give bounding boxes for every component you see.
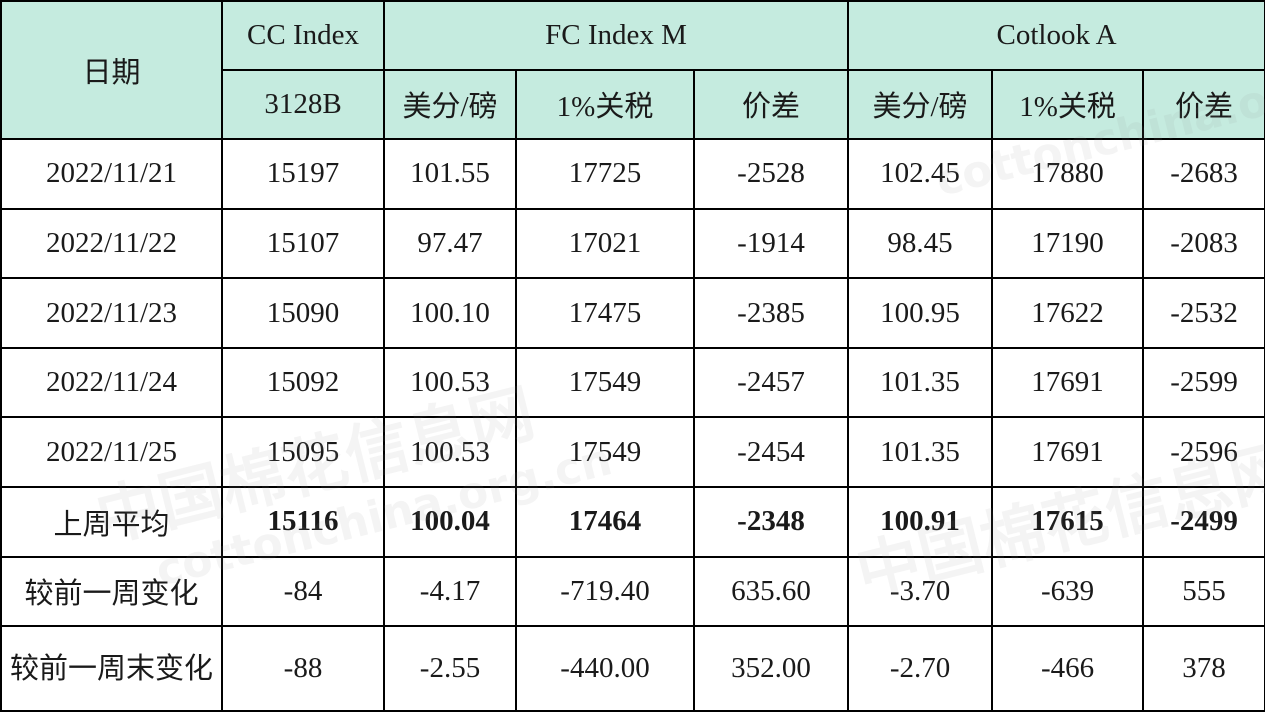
cell-ca-tariff: 17880 [991, 138, 1145, 210]
cell-fc-cents: 100.04 [383, 486, 517, 558]
cell-cc: 15116 [221, 486, 385, 558]
row-label-wow: 较前一周变化 [0, 555, 223, 628]
cell-ca-cents: 100.95 [847, 277, 994, 349]
cell-fc-spread: -1914 [692, 207, 850, 280]
cell-ca-cents: -3.70 [847, 555, 994, 628]
cell-fc-tariff: -719.40 [515, 555, 695, 628]
cell-ca-spread: -2596 [1142, 416, 1265, 489]
cell-fc-tariff: 17475 [515, 277, 695, 349]
table-row: 2022/11/21 15197 101.55 17725 -2528 102.… [0, 138, 1265, 210]
cell-fc-spread: -2457 [692, 346, 850, 419]
cell-ca-spread: -2599 [1142, 346, 1265, 419]
cell-fc-cents: 97.47 [383, 207, 517, 280]
cell-cc: -84 [221, 555, 385, 628]
row-label-week-end: 较前一周末变化 [0, 625, 223, 712]
header-ca-spread: 价差 [1142, 68, 1265, 141]
cell-ca-tariff: 17691 [991, 346, 1145, 419]
cell-fc-spread: -2528 [692, 138, 850, 210]
cell-fc-cents: -2.55 [383, 625, 517, 712]
cell-cc: 15197 [221, 138, 385, 210]
cell-ca-cents: 100.91 [847, 486, 994, 558]
header-ca-tariff: 1%关税 [991, 68, 1145, 141]
cell-ca-cents: -2.70 [847, 625, 994, 712]
cell-cc: -88 [221, 625, 385, 712]
cell-fc-tariff: 17725 [515, 138, 695, 210]
cell-ca-spread: 378 [1142, 625, 1265, 712]
cell-fc-spread: -2385 [692, 277, 850, 349]
cell-fc-tariff: 17021 [515, 207, 695, 280]
cell-cc: 15107 [221, 207, 385, 280]
cell-fc-spread: 352.00 [692, 625, 850, 712]
cell-fc-tariff: 17549 [515, 416, 695, 489]
cell-cc: 15092 [221, 346, 385, 419]
cell-fc-cents: 101.55 [383, 138, 517, 210]
cell-fc-spread: -2454 [692, 416, 850, 489]
weekly-average-row: 上周平均 15116 100.04 17464 -2348 100.91 176… [0, 486, 1265, 558]
header-fc-index: FC Index M [382, 0, 850, 71]
cell-fc-cents: 100.53 [383, 346, 517, 419]
header-fc-tariff: 1%关税 [515, 68, 695, 141]
cell-fc-spread: -2348 [692, 486, 850, 558]
cell-fc-tariff: 17549 [515, 346, 695, 419]
cell-fc-tariff: 17464 [515, 486, 695, 558]
cell-fc-cents: 100.53 [383, 416, 517, 489]
header-fc-spread: 价差 [692, 68, 850, 141]
header-cc-index: CC Index [221, 0, 385, 71]
cell-ca-tariff: 17622 [991, 277, 1145, 349]
cell-ca-tariff: -466 [991, 625, 1145, 712]
week-over-week-row: 较前一周变化 -84 -4.17 -719.40 635.60 -3.70 -6… [0, 555, 1265, 628]
cell-ca-cents: 102.45 [847, 138, 994, 210]
cell-date: 2022/11/25 [0, 416, 223, 489]
table-row: 2022/11/23 15090 100.10 17475 -2385 100.… [0, 277, 1265, 349]
cell-date: 2022/11/22 [0, 207, 223, 280]
cell-ca-spread: -2532 [1142, 277, 1265, 349]
cell-date: 2022/11/23 [0, 277, 223, 349]
table-row: 2022/11/24 15092 100.53 17549 -2457 101.… [0, 346, 1265, 419]
cell-ca-tariff: 17691 [991, 416, 1145, 489]
cell-ca-cents: 101.35 [847, 346, 994, 419]
header-ca-cents: 美分/磅 [847, 68, 994, 141]
cell-ca-spread: -2499 [1142, 486, 1265, 558]
table-row: 2022/11/22 15107 97.47 17021 -1914 98.45… [0, 207, 1265, 280]
cell-fc-cents: 100.10 [383, 277, 517, 349]
cell-fc-spread: 635.60 [692, 555, 850, 628]
header-cotlook: Cotlook A [847, 0, 1265, 71]
cell-ca-spread: -2683 [1142, 138, 1265, 210]
cell-fc-tariff: -440.00 [515, 625, 695, 712]
cell-ca-tariff: -639 [991, 555, 1145, 628]
header-fc-cents: 美分/磅 [383, 68, 517, 141]
cell-ca-spread: 555 [1142, 555, 1265, 628]
cell-ca-cents: 98.45 [847, 207, 994, 280]
cell-date: 2022/11/24 [0, 346, 223, 419]
cell-ca-tariff: 17190 [991, 207, 1145, 280]
cell-cc: 15095 [221, 416, 385, 489]
header-date: 日期 [0, 0, 223, 141]
cell-ca-cents: 101.35 [847, 416, 994, 489]
table-row: 2022/11/25 15095 100.53 17549 -2454 101.… [0, 416, 1265, 489]
cell-cc: 15090 [221, 277, 385, 349]
cell-ca-spread: -2083 [1142, 207, 1265, 280]
header-cc-sub: 3128B [221, 68, 385, 141]
week-end-change-row: 较前一周末变化 -88 -2.55 -440.00 352.00 -2.70 -… [0, 625, 1265, 712]
cell-ca-tariff: 17615 [991, 486, 1145, 558]
cell-date: 2022/11/21 [0, 138, 223, 210]
cell-fc-cents: -4.17 [383, 555, 517, 628]
row-label-average: 上周平均 [0, 486, 223, 558]
